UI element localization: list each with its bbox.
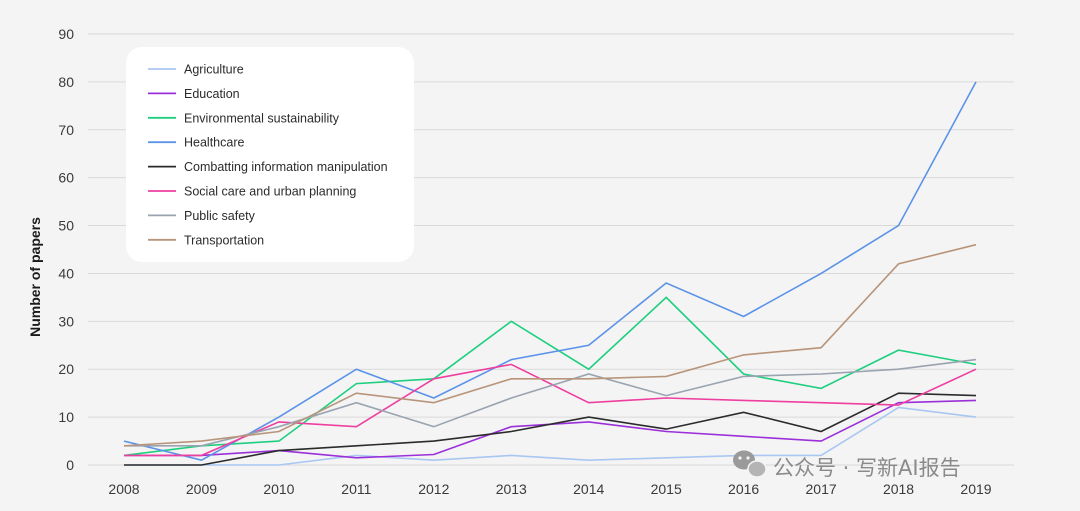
- y-tick-label: 70: [58, 122, 74, 138]
- legend-label: Environmental sustainability: [184, 111, 340, 125]
- y-tick-label: 50: [58, 218, 74, 234]
- series-line-agriculture: [124, 406, 977, 466]
- legend-label: Social care and urban planning: [184, 185, 356, 199]
- x-tick-label: 2011: [341, 481, 371, 497]
- x-tick-label: 2012: [418, 481, 449, 497]
- y-tick-label: 0: [66, 457, 74, 473]
- legend-label: Public safety: [184, 209, 256, 223]
- watermark-text: 公众号 · 写新AI报告: [773, 456, 961, 480]
- y-tick-label: 90: [58, 26, 74, 42]
- x-tick-label: 2009: [186, 481, 217, 497]
- series-line-transportation: [123, 243, 977, 447]
- y-axis-label: Number of papers: [27, 217, 43, 337]
- y-tick-label: 30: [58, 313, 74, 329]
- legend-label: Healthcare: [184, 136, 244, 150]
- legend-label: Education: [184, 87, 240, 101]
- wechat-icon: [733, 450, 767, 478]
- series-line-social-care-and-urban-planning: [124, 363, 977, 457]
- x-tick-label: 2016: [728, 481, 759, 497]
- x-tick-label: 2010: [263, 481, 294, 497]
- series-line-combatting-information-manipulation: [124, 392, 977, 466]
- x-tick-label: 2017: [806, 481, 837, 497]
- x-tick-label: 2014: [573, 481, 604, 497]
- legend-box: [126, 47, 414, 262]
- series-line-healthcare: [123, 81, 977, 462]
- x-tick-label: 2015: [651, 481, 682, 497]
- y-tick-label: 60: [58, 170, 74, 186]
- legend-label: Agriculture: [184, 63, 244, 77]
- series-line-environmental-sustainability: [123, 296, 977, 457]
- x-tick-label: 2013: [496, 481, 527, 497]
- y-tick-label: 80: [58, 74, 74, 90]
- legend: Agriculture Education Environmental sustai…: [126, 47, 414, 262]
- series-lines: [123, 81, 977, 466]
- watermark: 公众号 · 写新AI报告: [733, 450, 961, 480]
- y-tick-label: 10: [58, 409, 74, 425]
- y-tick-label: 20: [58, 361, 74, 377]
- x-tick-label: 2019: [960, 481, 991, 497]
- x-tick-label: 2008: [108, 481, 139, 497]
- legend-label: Combatting information manipulation: [184, 160, 388, 174]
- series-line-education: [124, 399, 977, 459]
- legend-label: Transportation: [184, 233, 264, 247]
- series-line-public-safety: [124, 358, 977, 447]
- x-axis-ticks: 2008 2009 2010 2011 2012 2013 2014 2015 2016 2017…: [108, 481, 991, 497]
- y-axis-ticks: 0 10 20 30 40 50 60 70 80 90: [58, 26, 74, 473]
- y-tick-label: 40: [58, 265, 74, 281]
- x-tick-label: 2018: [883, 481, 914, 497]
